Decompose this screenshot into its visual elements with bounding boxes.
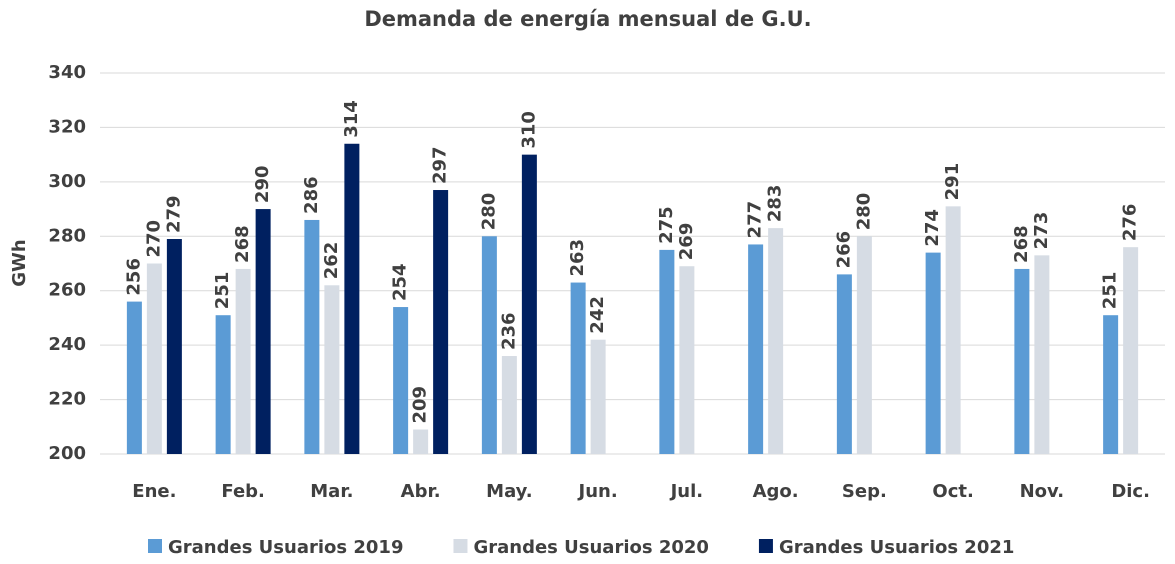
legend-swatch <box>758 539 773 553</box>
y-tick-label: 220 <box>48 389 86 410</box>
bar <box>856 236 872 454</box>
data-label: 279 <box>163 195 184 233</box>
x-tick-label: Nov. <box>1020 481 1065 502</box>
x-tick-label: Dic. <box>1111 481 1150 502</box>
data-label: 310 <box>518 111 539 149</box>
bar <box>1103 315 1119 454</box>
data-label: 276 <box>1120 204 1141 242</box>
bar <box>570 282 586 454</box>
data-label: 297 <box>430 146 451 184</box>
y-tick-label: 200 <box>48 443 86 464</box>
bar <box>659 249 675 454</box>
x-tick-label: Mar. <box>310 481 353 502</box>
data-label: 291 <box>942 163 963 201</box>
x-tick-label: Ago. <box>753 481 799 502</box>
bar <box>925 252 941 454</box>
bar <box>126 301 142 454</box>
bar <box>748 244 764 454</box>
legend-swatch <box>148 539 162 553</box>
bar <box>304 219 320 454</box>
data-label: 256 <box>123 258 144 296</box>
data-label: 268 <box>232 225 253 263</box>
legend-label: Grandes Usuarios 2020 <box>473 537 708 558</box>
data-label: 262 <box>321 242 342 280</box>
y-tick-label: 260 <box>48 280 86 301</box>
bar <box>215 315 231 454</box>
bar <box>481 236 497 454</box>
x-tick-label: Jun. <box>577 481 618 502</box>
x-tick-label: Jul. <box>669 481 704 502</box>
legend-label: Grandes Usuarios 2019 <box>168 537 403 558</box>
bar <box>679 266 695 454</box>
y-axis-label: GWh <box>9 239 30 286</box>
bar <box>1123 247 1139 454</box>
bar <box>393 307 409 454</box>
bar <box>1014 268 1030 454</box>
chart-title: Demanda de energía mensual de G.U. <box>364 7 811 31</box>
data-label: 290 <box>252 165 273 203</box>
bar <box>255 209 271 454</box>
legend-label: Grandes Usuarios 2021 <box>779 537 1014 558</box>
data-label: 274 <box>922 209 943 247</box>
bar <box>521 154 537 454</box>
x-tick-label: Oct. <box>932 481 973 502</box>
bar <box>413 429 429 454</box>
data-label: 236 <box>498 312 519 350</box>
bar <box>590 339 606 454</box>
legend-swatch <box>453 539 468 553</box>
bar <box>344 143 360 454</box>
data-label: 277 <box>745 201 766 239</box>
data-label: 314 <box>341 100 362 138</box>
data-label: 266 <box>833 231 854 269</box>
data-label: 286 <box>301 176 322 214</box>
y-tick-label: 240 <box>48 334 86 355</box>
x-tick-label: Feb. <box>221 481 265 502</box>
data-label: 280 <box>853 193 874 231</box>
y-tick-label: 320 <box>48 116 86 137</box>
x-tick-label: Sep. <box>842 481 887 502</box>
bar <box>166 239 182 454</box>
data-label: 263 <box>567 239 588 277</box>
data-label: 269 <box>676 223 697 261</box>
bar <box>1034 255 1050 454</box>
y-tick-label: 340 <box>48 62 86 83</box>
bar <box>235 268 251 454</box>
y-tick-label: 280 <box>48 225 86 246</box>
data-label: 209 <box>410 386 431 424</box>
data-label: 242 <box>587 296 608 334</box>
bar <box>945 206 961 454</box>
bar <box>324 285 340 454</box>
data-label: 251 <box>212 272 233 310</box>
data-label: 251 <box>1100 272 1121 310</box>
x-tick-label: Ene. <box>132 481 176 502</box>
bar <box>146 263 162 454</box>
data-label: 280 <box>478 193 499 231</box>
data-label: 275 <box>656 206 677 244</box>
data-label: 254 <box>390 263 411 301</box>
x-tick-label: Abr. <box>401 481 441 502</box>
data-label: 273 <box>1031 212 1052 250</box>
x-tick-label: May. <box>486 481 532 502</box>
bar <box>433 190 449 454</box>
data-label: 283 <box>765 185 786 223</box>
y-tick-label: 300 <box>48 171 86 192</box>
bar <box>501 356 517 454</box>
data-label: 268 <box>1011 225 1032 263</box>
data-label: 270 <box>143 220 164 258</box>
bar <box>768 228 784 454</box>
bar <box>836 274 852 454</box>
